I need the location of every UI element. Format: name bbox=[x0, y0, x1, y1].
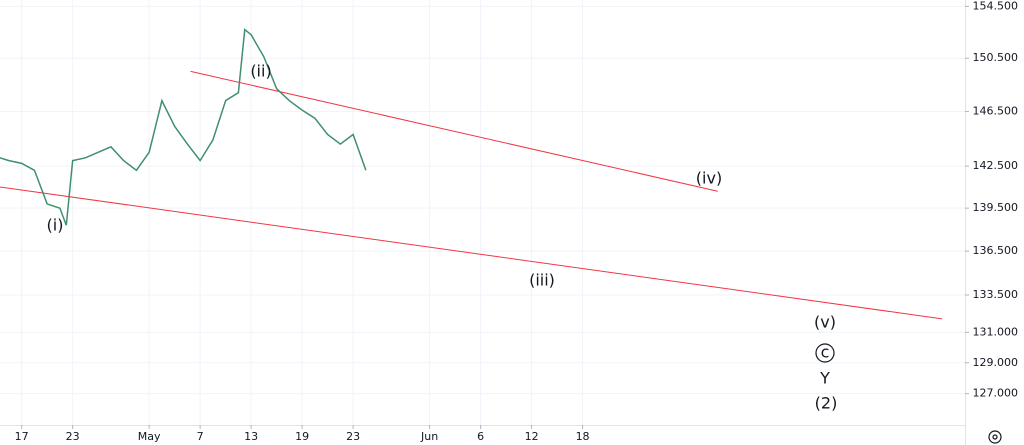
y-tick-label: 150.500 bbox=[973, 51, 1019, 64]
x-tick-label: 17 bbox=[15, 430, 29, 443]
wave-label: (i) bbox=[47, 216, 64, 235]
x-tick-label: 23 bbox=[66, 430, 80, 443]
x-tick-label: 19 bbox=[295, 430, 309, 443]
y-tick-label: 136.500 bbox=[973, 244, 1019, 257]
x-tick-label: 6 bbox=[477, 430, 484, 443]
y-tick-label: 142.500 bbox=[973, 159, 1019, 172]
x-tick-label: 23 bbox=[346, 430, 360, 443]
x-tick-label: Jun bbox=[420, 430, 438, 443]
trendline bbox=[0, 186, 943, 320]
wave-label: (2) bbox=[815, 394, 838, 413]
y-tick-label: 146.500 bbox=[973, 104, 1019, 117]
wave-label: c bbox=[821, 343, 830, 362]
x-tick-label: 18 bbox=[576, 430, 590, 443]
wave-label: (iii) bbox=[529, 271, 555, 290]
wave-label: (v) bbox=[814, 313, 836, 332]
settings-icon[interactable] bbox=[988, 430, 1002, 444]
wave-label: (iv) bbox=[696, 169, 722, 188]
x-tick-label: 13 bbox=[244, 430, 258, 443]
circle-marker bbox=[815, 343, 835, 363]
y-tick-label: 127.000 bbox=[973, 387, 1019, 400]
x-tick-label: 12 bbox=[525, 430, 539, 443]
y-tick-label: 131.000 bbox=[973, 325, 1019, 338]
x-tick-label: May bbox=[138, 430, 161, 443]
wave-label: (ii) bbox=[250, 62, 271, 81]
y-tick-label: 139.500 bbox=[973, 201, 1019, 214]
price-line bbox=[0, 28, 367, 226]
settings-hub[interactable] bbox=[992, 434, 998, 440]
wave-label: Y bbox=[819, 369, 830, 388]
y-tick-label: 154.500 bbox=[973, 0, 1019, 12]
y-tick-label: 133.500 bbox=[973, 288, 1019, 301]
x-tick-label: 7 bbox=[197, 430, 204, 443]
y-tick-label: 129.000 bbox=[973, 356, 1019, 369]
settings-ring[interactable] bbox=[988, 430, 1002, 444]
